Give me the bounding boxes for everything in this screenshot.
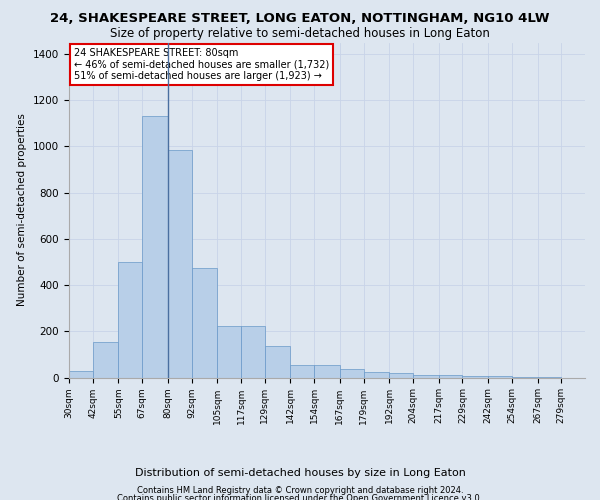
Bar [413,375,439,378]
Bar [314,365,340,378]
Bar [217,326,241,378]
Bar [340,370,364,378]
Text: Distribution of semi-detached houses by size in Long Eaton: Distribution of semi-detached houses by … [134,468,466,478]
Bar [241,326,265,378]
Text: 24, SHAKESPEARE STREET, LONG EATON, NOTTINGHAM, NG10 4LW: 24, SHAKESPEARE STREET, LONG EATON, NOTT… [50,12,550,26]
Bar [118,262,142,378]
Y-axis label: Number of semi-detached properties: Number of semi-detached properties [17,114,28,306]
Bar [389,373,413,378]
Bar [142,116,168,378]
Bar [512,377,538,378]
Text: 24 SHAKESPEARE STREET: 80sqm
← 46% of semi-detached houses are smaller (1,732)
5: 24 SHAKESPEARE STREET: 80sqm ← 46% of se… [74,48,329,80]
Bar [290,365,314,378]
Bar [69,370,93,378]
Bar [265,346,290,378]
Bar [463,376,488,378]
Bar [364,372,389,378]
Bar [488,376,512,378]
Text: Contains public sector information licensed under the Open Government Licence v3: Contains public sector information licen… [118,494,482,500]
Text: Size of property relative to semi-detached houses in Long Eaton: Size of property relative to semi-detach… [110,28,490,40]
Bar [439,375,463,378]
Bar [191,268,217,378]
Bar [168,150,191,378]
Text: Contains HM Land Registry data © Crown copyright and database right 2024.: Contains HM Land Registry data © Crown c… [137,486,463,495]
Bar [93,342,118,378]
